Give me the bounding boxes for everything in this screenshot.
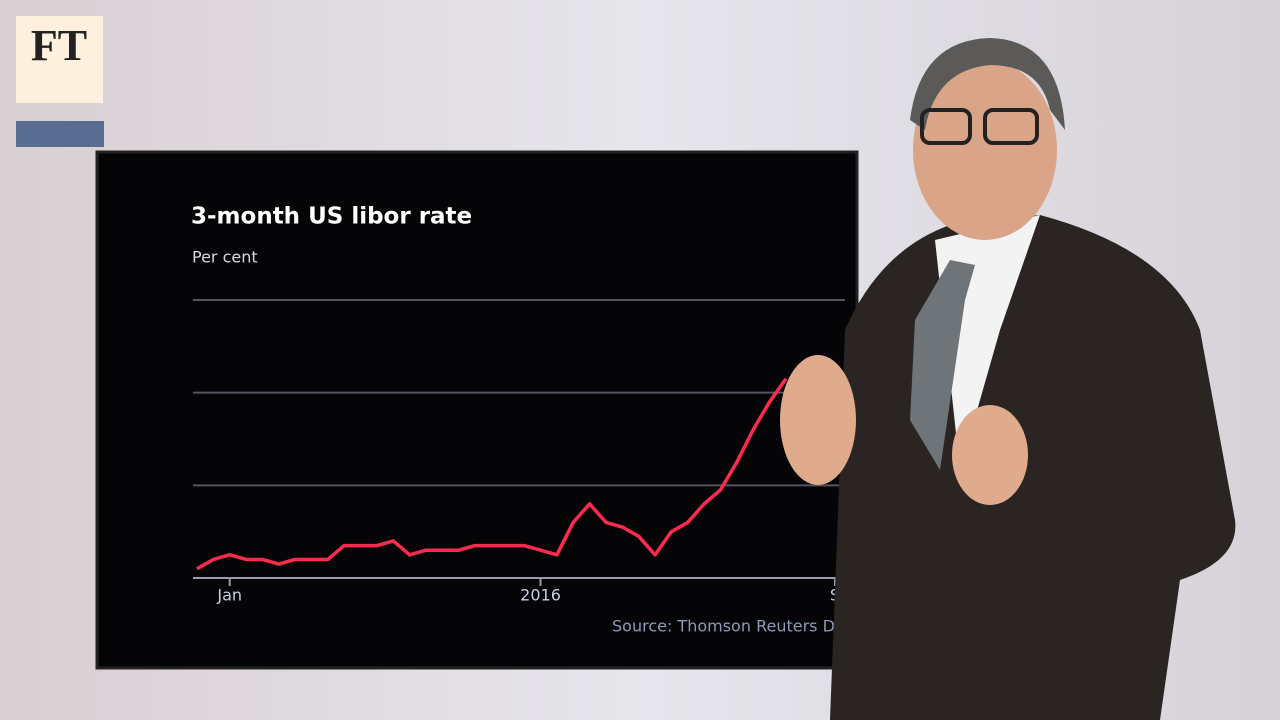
glasses (983, 108, 1039, 145)
hair (910, 38, 1065, 130)
hand (780, 355, 856, 485)
logo-bar (16, 121, 104, 147)
x-tick-label: 2016 (520, 586, 561, 605)
chart: 3-month US libor rate Per cent Source: T… (191, 204, 845, 636)
source: Source: Thomson Reuters Da (612, 617, 845, 636)
line (196, 377, 788, 571)
logo-box (16, 16, 103, 103)
screen (95, 150, 859, 670)
presenter (780, 38, 1236, 720)
glasses (920, 108, 972, 145)
chart-subtitle: Per cent (192, 248, 258, 267)
logo: FT (31, 21, 87, 70)
hand (952, 405, 1028, 505)
tie (910, 260, 975, 470)
chart-title: 3-month US libor rate (191, 204, 472, 230)
head (913, 60, 1057, 240)
x-tick-label: Jan (216, 586, 242, 605)
